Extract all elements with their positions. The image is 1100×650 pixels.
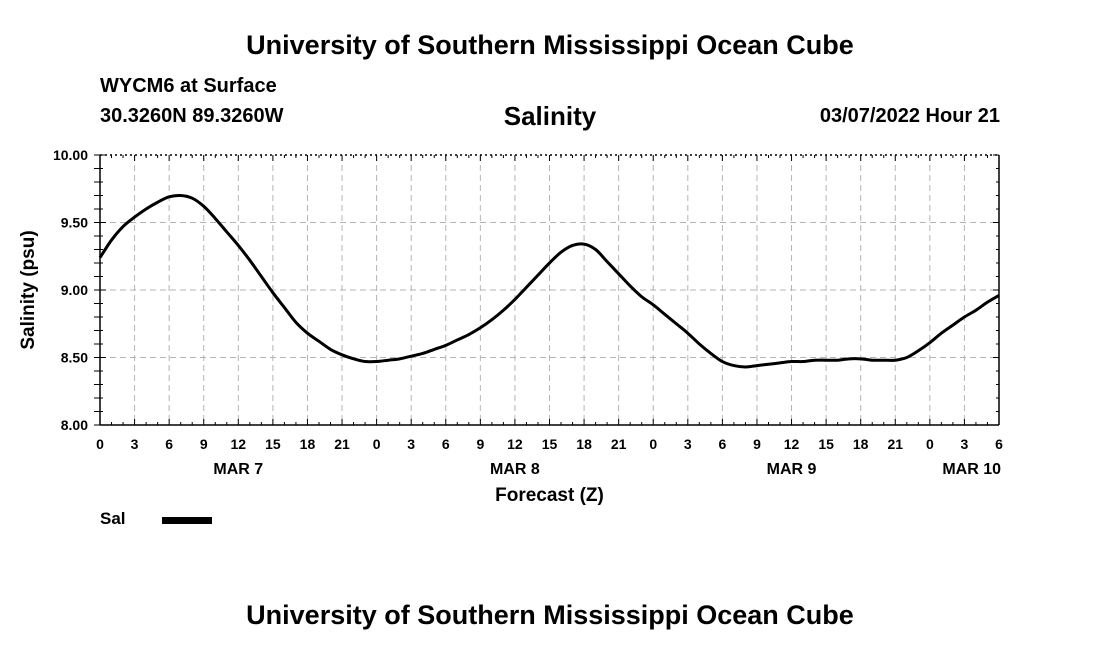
x-tick-label: 6	[442, 436, 450, 452]
y-tick-label: 9.50	[61, 215, 88, 231]
x-tick-label: 12	[231, 436, 247, 452]
y-axis-label: Salinity (psu)	[18, 230, 39, 349]
x-tick-label: 3	[131, 436, 139, 452]
forecast-datetime: 03/07/2022 Hour 21	[819, 105, 1000, 127]
x-tick-label: 0	[649, 436, 657, 452]
x-tick-label: 6	[165, 436, 173, 452]
legend-line-swatch	[162, 517, 212, 524]
x-tick-label: 21	[334, 436, 350, 452]
station-coordinates: 30.3260N 89.3260W	[100, 105, 284, 127]
date-label: MAR 10	[942, 461, 1001, 478]
x-tick-label: 15	[265, 436, 281, 452]
x-tick-label: 0	[926, 436, 934, 452]
chart-title: Salinity	[503, 101, 597, 131]
x-axis-label: Forecast (Z)	[495, 485, 604, 506]
date-label: MAR 9	[767, 461, 817, 478]
legend-label: Sal	[100, 509, 126, 528]
x-tick-label: 0	[96, 436, 104, 452]
y-tick-label: 8.00	[61, 417, 88, 433]
x-tick-label: 3	[684, 436, 692, 452]
x-tick-label: 9	[476, 436, 484, 452]
x-tick-label: 0	[373, 436, 381, 452]
series-line-sal	[98, 193, 1000, 369]
y-tick-label: 9.00	[61, 282, 88, 298]
x-tick-label: 12	[784, 436, 800, 452]
x-tick-label: 6	[995, 436, 1003, 452]
date-label: MAR 8	[490, 461, 540, 478]
x-tick-label: 15	[818, 436, 834, 452]
x-tick-label: 15	[542, 436, 558, 452]
x-tick-label: 21	[611, 436, 627, 452]
x-tick-label: 18	[300, 436, 316, 452]
x-tick-label: 3	[407, 436, 415, 452]
main-title: University of Southern Mississippi Ocean…	[246, 30, 854, 60]
x-tick-label: 12	[507, 436, 523, 452]
y-tick-label: 10.00	[53, 147, 88, 163]
x-tick-label: 18	[576, 436, 592, 452]
y-tick-label: 8.50	[61, 350, 88, 366]
x-tick-label: 21	[887, 436, 903, 452]
date-label: MAR 7	[213, 461, 263, 478]
footer-title: University of Southern Mississippi Ocean…	[246, 600, 854, 630]
x-tick-label: 9	[753, 436, 761, 452]
x-tick-label: 18	[853, 436, 869, 452]
x-tick-label: 3	[961, 436, 969, 452]
station-name: WYCM6 at Surface	[100, 75, 277, 97]
x-tick-label: 9	[200, 436, 208, 452]
x-tick-label: 6	[718, 436, 726, 452]
